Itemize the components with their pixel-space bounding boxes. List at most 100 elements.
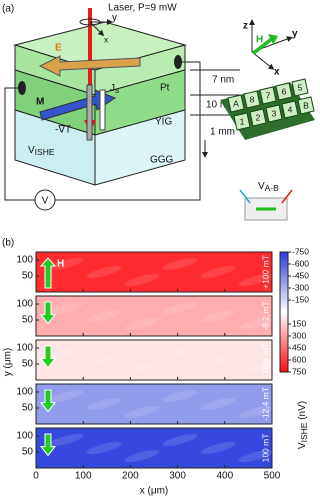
pad-label: A: [233, 98, 239, 108]
schematic-wire: [239, 189, 251, 204]
wire: [4, 87, 35, 201]
colorbar-tick-label: 150: [292, 318, 306, 328]
frame: [35, 383, 273, 425]
colorbar-step: [280, 252, 288, 255]
inset-h: H: [256, 35, 263, 46]
x-tick-label: 0: [33, 471, 39, 482]
colorbar-step: [280, 280, 288, 283]
y-tick-label: 100: [16, 255, 33, 266]
texture: [86, 309, 122, 323]
pad: [233, 112, 251, 131]
colorbar-step: [280, 344, 288, 347]
colorbar-step: [280, 278, 288, 281]
v: V: [28, 145, 35, 156]
colorbar-step: [280, 354, 288, 357]
pad-label: 8: [250, 94, 255, 104]
colorbar-step: [280, 262, 288, 265]
voltmeter: [34, 189, 56, 211]
pad-label: 4: [288, 104, 293, 114]
colorbar-step: [280, 296, 288, 299]
heatmap: [36, 428, 272, 468]
y-tick-label: 50: [22, 447, 34, 458]
texture: [48, 257, 84, 271]
panel-b: (b) y (μm) x (μm) VISHE (nV) 50 100 H +100 …: [2, 238, 309, 497]
pad-label: 6: [282, 86, 287, 96]
field-arrow: [39, 257, 57, 289]
colorbar-step: [280, 338, 288, 341]
pads: A 8 7 6 5 1 2 3 4 B: [227, 78, 315, 131]
colorbar-step: [280, 292, 288, 295]
pad-label: 2: [256, 112, 261, 122]
pad-label: 7: [266, 90, 271, 100]
e-arrow: [38, 55, 141, 77]
inset-z: z: [243, 21, 248, 32]
colorbar-step: [280, 324, 288, 327]
vab-sub: A-B: [265, 183, 280, 193]
field-arrow: [39, 389, 57, 413]
field-arrow: [39, 433, 57, 457]
texture: [86, 397, 122, 411]
heatmap: [36, 252, 272, 292]
colorbar-step: [280, 268, 288, 271]
texture: [48, 345, 84, 359]
pad: [275, 82, 293, 101]
texture: [200, 441, 236, 455]
frame: [35, 251, 273, 293]
texture: [238, 449, 274, 463]
panel-label: (b): [2, 238, 14, 249]
layer-label: Pt: [160, 83, 170, 94]
x-axis-label: x (μm): [140, 486, 169, 497]
colorbar-step: [280, 340, 288, 343]
x-tick-label: 100: [75, 471, 92, 482]
colorbar-step: [280, 370, 288, 373]
v-sub: ISHE: [35, 147, 55, 157]
meter-label: V: [42, 196, 49, 207]
colorbar-step: [280, 368, 288, 371]
panel-a: (a) V VISHE y x Laser, P=9 mW E M -∇T Js…: [2, 3, 315, 221]
inset-x: x: [274, 67, 280, 78]
axis-y: y: [112, 13, 117, 24]
colorbar-step: [280, 288, 288, 291]
colorbar-step: [280, 312, 288, 315]
colorbar-step: [280, 284, 288, 287]
colorbar-step: [280, 328, 288, 331]
texture: [86, 441, 122, 455]
texture: [200, 309, 236, 323]
colorbar-step: [280, 276, 288, 279]
thickness: 10 nm: [206, 100, 234, 111]
texture: [162, 301, 198, 315]
vab: V: [258, 181, 265, 192]
colorbar-step: [280, 264, 288, 267]
y-tick-label: 100: [16, 343, 33, 354]
thickness: 1 mm: [210, 127, 235, 138]
colorbar-step: [280, 308, 288, 311]
colorbar-step: [280, 304, 288, 307]
y-tick-label: 50: [22, 359, 34, 370]
panel-label: (a): [2, 4, 14, 15]
voltage-label: VISHE: [28, 145, 55, 158]
js-sub: s: [115, 85, 119, 95]
texture: [48, 389, 84, 403]
colorbar-step: [280, 266, 288, 269]
field-value: -12.4 mT: [260, 387, 270, 421]
colorbar-step: [280, 334, 288, 337]
colorbar-step: [280, 270, 288, 273]
colorbar-step: [280, 342, 288, 345]
laser-label: Laser, P=9 mW: [108, 3, 177, 14]
layer-label: GGG: [150, 155, 174, 166]
pad-label: B: [303, 100, 309, 110]
texture: [162, 389, 198, 403]
texture: [86, 265, 122, 279]
frame: [35, 427, 273, 469]
colorbar-step: [280, 282, 288, 285]
field-value: +100 mT: [260, 255, 270, 289]
texture: [238, 361, 274, 375]
colorbar-step: [280, 272, 288, 275]
x-tick-label: 500: [264, 471, 281, 482]
colorbar-step: [280, 364, 288, 367]
colorbar-step: [280, 290, 288, 293]
colorbar-step: [280, 286, 288, 289]
texture: [124, 405, 160, 419]
field-value: -10.6 mT: [260, 343, 270, 377]
texture: [48, 301, 84, 315]
